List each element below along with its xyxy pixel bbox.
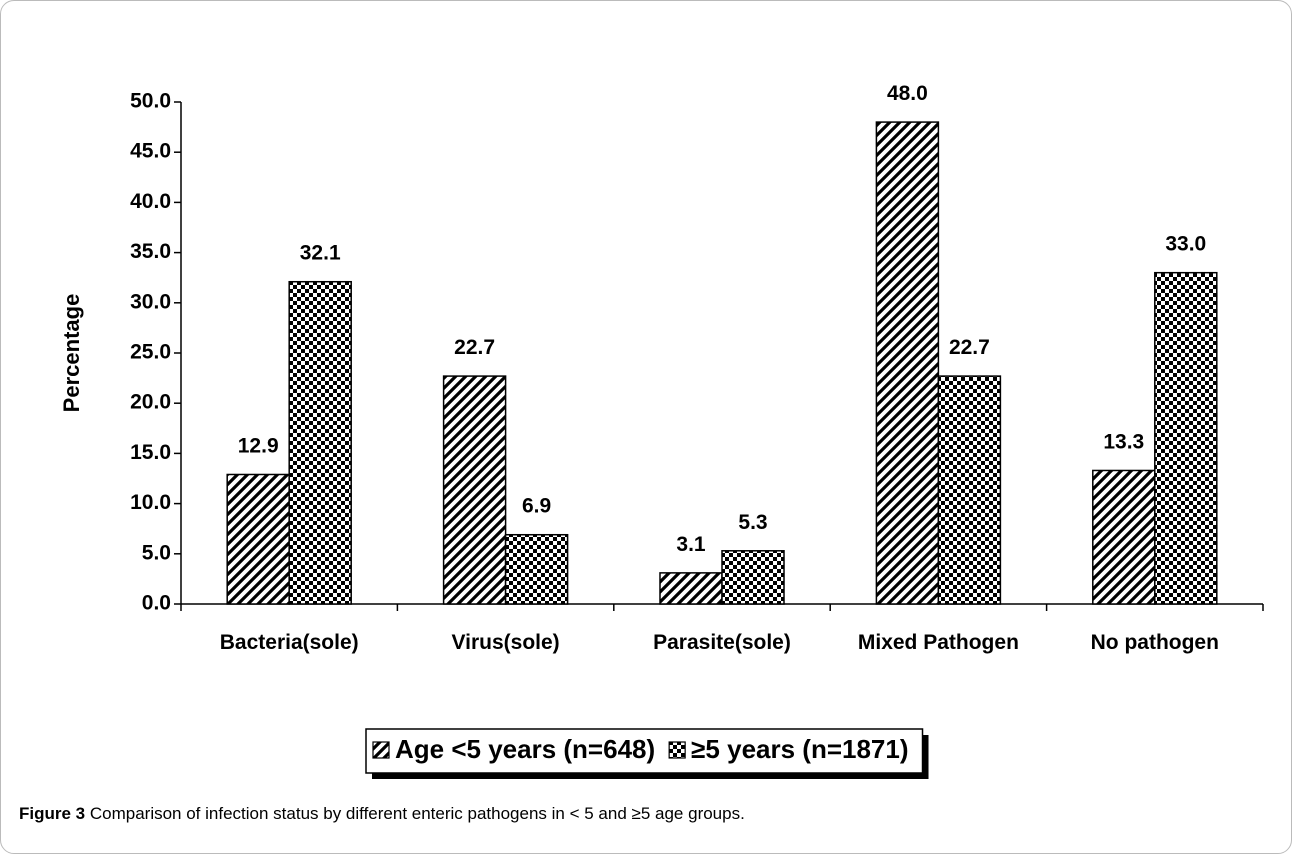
- bar: [1092, 469, 1156, 605]
- x-tick-label: Bacteria(sole): [220, 631, 359, 654]
- value-label: 5.3: [738, 511, 767, 534]
- y-tick-label: 40.0: [130, 190, 171, 213]
- bar: [1154, 271, 1218, 605]
- value-label: 12.9: [238, 434, 279, 457]
- legend-box: [365, 728, 924, 774]
- bar: [721, 550, 785, 605]
- caption-text: Comparison of infection status by differ…: [89, 804, 745, 823]
- value-label: 22.7: [454, 336, 495, 359]
- bar: [442, 375, 507, 605]
- value-label: 33.0: [1165, 233, 1206, 256]
- bar: [504, 533, 569, 605]
- y-tick-label: 10.0: [130, 491, 171, 514]
- caption: Figure 3 Comparison of infection status …: [19, 804, 745, 824]
- caption-label: Figure 3: [19, 804, 86, 823]
- value-label: 32.1: [300, 242, 341, 265]
- y-tick-label: 30.0: [130, 290, 171, 313]
- x-tick-label: Mixed Pathogen: [858, 631, 1019, 654]
- value-label: 48.0: [887, 82, 928, 105]
- bar: [875, 121, 940, 605]
- y-tick-label: 35.0: [130, 240, 171, 263]
- y-tick-label: 20.0: [130, 391, 171, 414]
- chart: Percentage 0.0 5.0 10.0 15.0 20.0 25.0 30.0 35.…: [59, 82, 1264, 779]
- y-tick-label: 5.0: [142, 541, 171, 564]
- legend-swatch: [372, 741, 390, 759]
- legend-swatch: [668, 741, 686, 759]
- bar: [659, 572, 723, 605]
- x-tick-label: No pathogen: [1091, 631, 1219, 654]
- y-tick-label: 15.0: [130, 441, 171, 464]
- y-tick-label: 45.0: [130, 140, 171, 163]
- bar: [288, 280, 352, 605]
- legend-label: Age <5 years (n=648): [395, 734, 655, 764]
- x-tick-label: Parasite(sole): [653, 631, 791, 654]
- legend-label: ≥5 years (n=1871): [691, 734, 908, 764]
- legend: Age <5 years (n=648) ≥5 years (n=1871): [365, 728, 929, 779]
- y-tick-label: 0.0: [142, 592, 171, 615]
- value-label: 6.9: [522, 495, 551, 518]
- value-label: 13.3: [1103, 430, 1144, 453]
- y-tick-label: 50.0: [130, 90, 171, 113]
- bar: [937, 375, 1002, 605]
- x-tick-label: Virus(sole): [452, 631, 560, 654]
- bar: [226, 473, 290, 605]
- value-label: 22.7: [949, 336, 990, 359]
- y-axis-label: Percentage: [59, 294, 84, 413]
- y-tick-label: 25.0: [130, 341, 171, 364]
- value-label: 3.1: [676, 533, 706, 556]
